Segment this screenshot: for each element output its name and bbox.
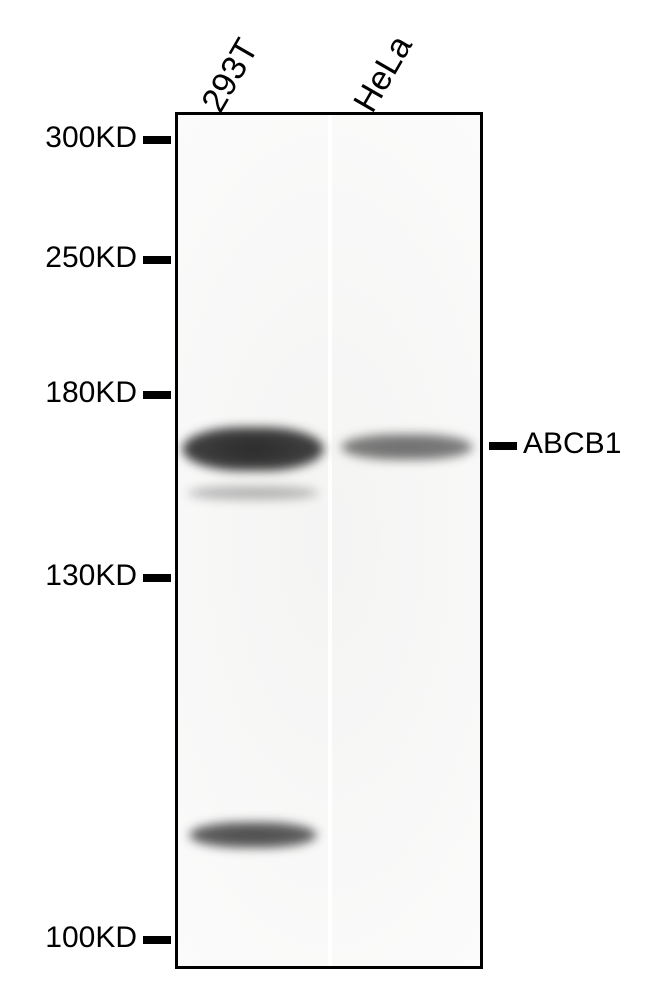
- band: [182, 427, 325, 471]
- band: [341, 434, 473, 460]
- mw-tick: [143, 256, 171, 264]
- band: [189, 822, 317, 848]
- western-blot-figure: 293T HeLa 300KD 250KD 180KD 130KD 100KD ABCB…: [0, 0, 650, 998]
- mw-label: 300KD: [45, 121, 137, 155]
- band: [187, 486, 319, 500]
- target-band-label: ABCB1: [523, 427, 621, 461]
- mw-label: 180KD: [45, 376, 137, 410]
- mw-tick: [143, 574, 171, 582]
- mw-tick: [143, 391, 171, 399]
- lane-header-293T: 293T: [194, 32, 267, 119]
- blot-membrane: [175, 112, 483, 969]
- mw-label: 130KD: [45, 559, 137, 593]
- target-band-tick: [489, 442, 517, 450]
- mw-tick: [143, 136, 171, 144]
- lane-header-HeLa: HeLa: [346, 29, 420, 119]
- mw-label: 250KD: [45, 241, 137, 275]
- lane-HeLa: [332, 115, 482, 966]
- mw-tick: [143, 936, 171, 944]
- mw-label: 100KD: [45, 921, 137, 955]
